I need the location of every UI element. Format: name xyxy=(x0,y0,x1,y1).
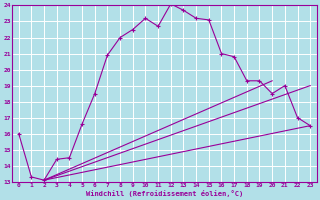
X-axis label: Windchill (Refroidissement éolien,°C): Windchill (Refroidissement éolien,°C) xyxy=(86,190,243,197)
